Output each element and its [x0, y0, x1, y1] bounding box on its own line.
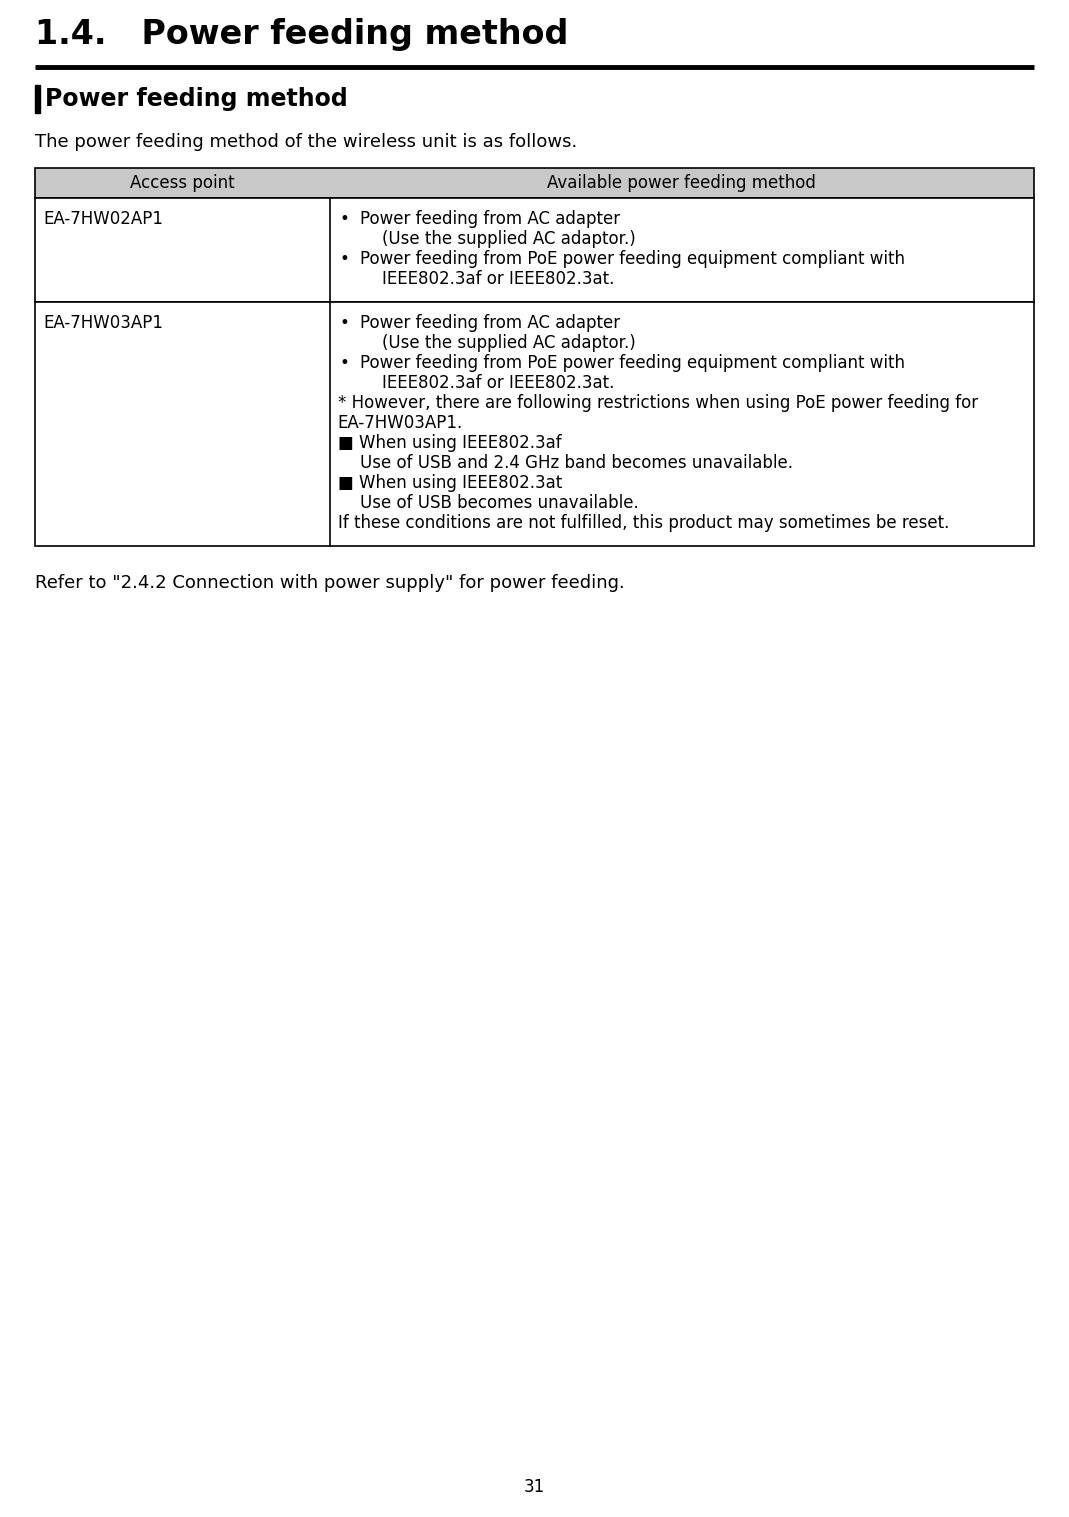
Text: Access point: Access point — [130, 174, 235, 193]
Text: Use of USB and 2.4 GHz band becomes unavailable.: Use of USB and 2.4 GHz band becomes unav… — [359, 454, 793, 472]
Bar — [35, 85, 40, 112]
Text: Power feeding from AC adapter: Power feeding from AC adapter — [359, 314, 620, 332]
Text: Power feeding from PoE power feeding equipment compliant with: Power feeding from PoE power feeding equ… — [359, 250, 904, 269]
Text: •: • — [340, 209, 350, 228]
Text: Power feeding from AC adapter: Power feeding from AC adapter — [359, 209, 620, 228]
Text: ■ When using IEEE802.3at: ■ When using IEEE802.3at — [338, 473, 562, 492]
Text: (Use the supplied AC adaptor.): (Use the supplied AC adaptor.) — [382, 231, 635, 247]
Text: 31: 31 — [524, 1478, 545, 1496]
Text: IEEE802.3af or IEEE802.3at.: IEEE802.3af or IEEE802.3at. — [382, 375, 614, 391]
Text: EA-7HW03AP1: EA-7HW03AP1 — [43, 314, 162, 332]
Text: Available power feeding method: Available power feeding method — [547, 174, 817, 193]
Bar — [35, 199, 1034, 302]
Text: The power feeding method of the wireless unit is as follows.: The power feeding method of the wireless… — [35, 133, 577, 152]
Text: ■ When using IEEE802.3af: ■ When using IEEE802.3af — [338, 434, 561, 452]
Bar — [35, 168, 1034, 199]
Text: •: • — [340, 353, 350, 372]
Bar — [35, 302, 1034, 546]
Text: •: • — [340, 250, 350, 269]
Text: * However, there are following restrictions when using PoE power feeding for: * However, there are following restricti… — [338, 394, 978, 413]
Text: EA-7HW03AP1.: EA-7HW03AP1. — [338, 414, 463, 432]
Text: Refer to "2.4.2 Connection with power supply" for power feeding.: Refer to "2.4.2 Connection with power su… — [35, 573, 624, 592]
Text: 1.4.   Power feeding method: 1.4. Power feeding method — [35, 18, 569, 52]
Text: Power feeding from PoE power feeding equipment compliant with: Power feeding from PoE power feeding equ… — [359, 353, 904, 372]
Text: EA-7HW02AP1: EA-7HW02AP1 — [43, 209, 162, 228]
Text: Use of USB becomes unavailable.: Use of USB becomes unavailable. — [359, 495, 638, 513]
Text: If these conditions are not fulfilled, this product may sometimes be reset.: If these conditions are not fulfilled, t… — [338, 514, 949, 532]
Text: IEEE802.3af or IEEE802.3at.: IEEE802.3af or IEEE802.3at. — [382, 270, 614, 288]
Text: Power feeding method: Power feeding method — [45, 86, 347, 111]
Text: (Use the supplied AC adaptor.): (Use the supplied AC adaptor.) — [382, 334, 635, 352]
Text: •: • — [340, 314, 350, 332]
